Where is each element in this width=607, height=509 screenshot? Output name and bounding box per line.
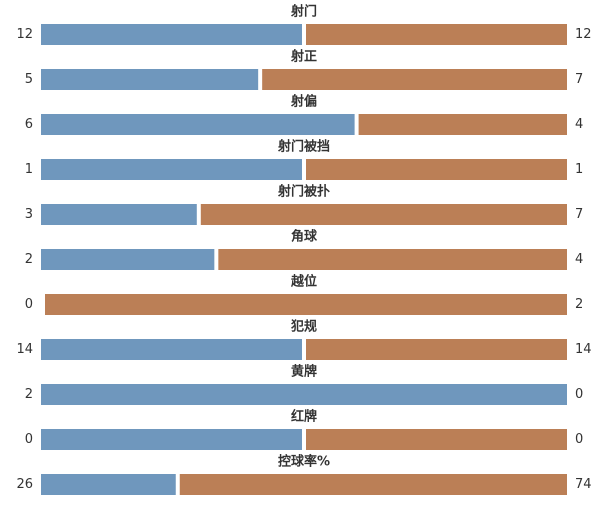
home-bar <box>41 249 215 270</box>
away-value-label: 14 <box>575 342 592 357</box>
home-bar <box>41 474 176 495</box>
away-bar <box>358 114 567 135</box>
away-bar <box>306 339 567 360</box>
away-bar <box>262 69 567 90</box>
home-bar <box>41 339 302 360</box>
stat-label: 射正 <box>290 49 317 65</box>
away-value-label: 4 <box>575 252 583 267</box>
away-bar <box>306 159 567 180</box>
away-value-label: 74 <box>575 477 592 492</box>
home-value-label: 2 <box>25 252 33 267</box>
away-bar <box>45 294 567 315</box>
home-value-label: 12 <box>16 27 33 42</box>
home-value-label: 0 <box>25 432 33 447</box>
stat-label: 射门被挡 <box>277 139 330 155</box>
stat-label: 犯规 <box>290 319 317 335</box>
away-value-label: 0 <box>575 387 583 402</box>
home-bar <box>41 204 197 225</box>
away-bar <box>306 24 567 45</box>
stat-label: 射偏 <box>290 94 317 110</box>
stat-label: 红牌 <box>291 409 317 425</box>
away-value-label: 4 <box>575 117 583 132</box>
stat-label: 射门被扑 <box>277 184 330 200</box>
home-bar <box>41 114 355 135</box>
home-bar <box>41 429 302 450</box>
away-value-label: 7 <box>575 72 583 87</box>
home-bar <box>41 69 259 90</box>
stat-label: 角球 <box>291 229 318 245</box>
stat-label: 黄牌 <box>291 364 317 380</box>
away-bar <box>218 249 568 270</box>
home-value-label: 2 <box>25 387 33 402</box>
home-value-label: 6 <box>25 117 33 132</box>
home-value-label: 1 <box>25 162 33 177</box>
home-bar <box>41 384 567 405</box>
home-value-label: 26 <box>16 477 33 492</box>
away-value-label: 1 <box>575 162 583 177</box>
away-value-label: 2 <box>575 297 583 312</box>
home-bar <box>41 159 302 180</box>
away-value-label: 7 <box>575 207 583 222</box>
home-value-label: 5 <box>25 72 33 87</box>
away-bar <box>306 429 567 450</box>
home-value-label: 3 <box>25 207 33 222</box>
away-bar <box>179 474 567 495</box>
stat-label: 控球率% <box>278 454 330 470</box>
away-bar <box>200 204 568 225</box>
home-value-label: 0 <box>25 297 33 312</box>
stat-label: 射门 <box>290 4 317 20</box>
stat-label: 越位 <box>290 274 317 290</box>
away-value-label: 0 <box>575 432 583 447</box>
home-bar <box>41 24 302 45</box>
home-value-label: 14 <box>16 342 33 357</box>
away-value-label: 12 <box>575 27 592 42</box>
